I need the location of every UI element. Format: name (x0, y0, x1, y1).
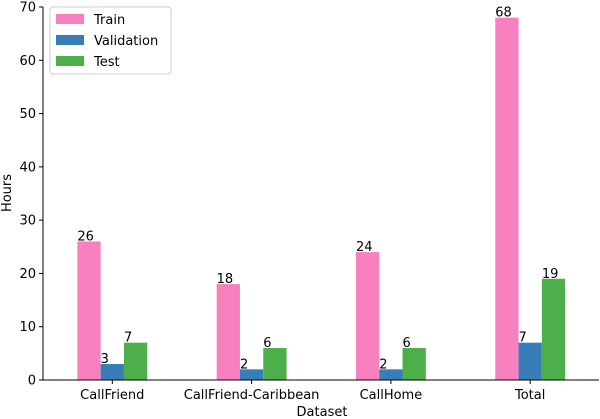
legend: Train Validation Test (49, 6, 172, 75)
y-tick-label: 20 (19, 267, 36, 282)
x-tick-label-callfriend-caribbean: CallFriend-Caribbean (184, 388, 320, 403)
data-label-train-callhome: 24 (356, 240, 373, 255)
x-tick-label-callfriend: CallFriend (80, 388, 144, 403)
bar-validation-total (518, 342, 542, 380)
legend-swatch-train (56, 14, 84, 24)
legend-label-train: Train (93, 13, 125, 28)
y-tick-label: 0 (28, 374, 36, 389)
bar-train-callfriend (77, 241, 101, 380)
y-tick-label: 70 (19, 1, 36, 16)
data-label-validation-callhome: 2 (379, 357, 387, 372)
bar-train-callfriend-caribbean (216, 284, 240, 380)
y-axis-title: Hours (0, 174, 15, 212)
legend-swatch-validation (56, 35, 84, 45)
data-label-test-total: 19 (542, 267, 559, 282)
x-tick-label-total: Total (514, 388, 545, 403)
bar-test-callfriend-caribbean (263, 348, 287, 380)
data-label-train-total: 68 (495, 6, 512, 21)
bar-test-total (541, 278, 566, 380)
bar-test-callfriend (123, 342, 148, 380)
legend-label-validation: Validation (94, 34, 158, 49)
y-tick-label: 50 (19, 107, 36, 122)
axes-layer: 0 10 20 30 40 50 60 70 CallFriend CallFriend-Cari… (19, 1, 599, 403)
data-label-validation-callfriend: 3 (101, 352, 109, 367)
bars-layer (77, 17, 566, 380)
bar-validation-callfriend (100, 364, 124, 380)
x-tick-label-callhome: CallHome (360, 388, 423, 403)
data-label-train-callfriend-caribbean: 18 (217, 272, 234, 287)
bar-validation-callhome (379, 369, 403, 380)
bar-test-callhome (402, 348, 426, 380)
bar-train-callhome (355, 252, 380, 380)
legend-label-test: Test (93, 55, 120, 70)
data-label-test-callfriend-caribbean: 6 (263, 336, 271, 351)
data-label-validation-callfriend-caribbean: 2 (240, 357, 248, 372)
data-label-test-callhome: 6 (403, 336, 411, 351)
y-tick-label: 60 (19, 54, 36, 69)
data-label-test-callfriend: 7 (124, 331, 132, 346)
legend-swatch-test (56, 56, 84, 66)
bar-train-total (495, 17, 519, 380)
y-tick-label: 10 (19, 320, 36, 335)
y-tick-label: 40 (19, 160, 36, 175)
data-label-train-callfriend: 26 (77, 229, 94, 244)
x-axis-title: Dataset (297, 405, 348, 419)
y-tick-label: 30 (19, 214, 36, 229)
bar-validation-callfriend-caribbean (239, 369, 264, 380)
data-label-validation-total: 7 (519, 331, 527, 346)
